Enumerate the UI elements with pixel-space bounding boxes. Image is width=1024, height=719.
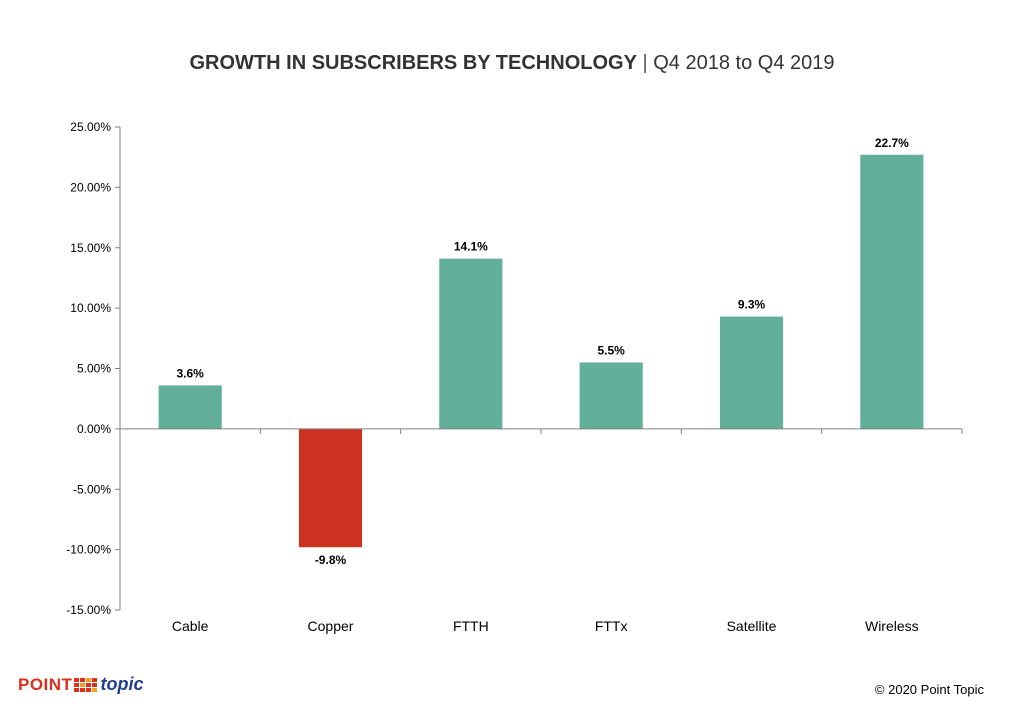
- x-category-label: Wireless: [865, 618, 919, 634]
- bar-wireless: [860, 154, 924, 429]
- bar-cable: [158, 385, 222, 429]
- data-label-wireless: 22.7%: [875, 136, 909, 150]
- data-label-fttx: 5.5%: [597, 343, 625, 357]
- bars: 3.6% -9.8% 14.1% 5.5% 9.3% 22.7%: [158, 136, 924, 567]
- x-category-label: Satellite: [727, 618, 777, 634]
- y-tick-label: -15.00%: [66, 603, 111, 617]
- point-topic-logo: POINT topic: [18, 674, 143, 695]
- chart-title-subtitle: Q4 2018 to Q4 2019: [653, 52, 835, 74]
- y-axis: 25.00% 20.00% 15.00% 10.00% 5.00% 0.00% -5.00%…: [66, 120, 121, 617]
- x-category-label: FTTx: [595, 618, 628, 634]
- chart-title-separator: |: [642, 52, 648, 74]
- y-tick-label: 15.00%: [70, 241, 111, 255]
- y-tick-label: 0.00%: [77, 422, 111, 436]
- logo-topic-text: topic: [100, 674, 144, 694]
- y-tick-label: 25.00%: [70, 120, 111, 134]
- data-label-copper: -9.8%: [315, 553, 347, 567]
- data-label-cable: 3.6%: [176, 366, 204, 380]
- chart-title-main: GROWTH IN SUBSCRIBERS BY TECHNOLOGY: [189, 52, 637, 74]
- x-axis: Cable Copper FTTH FTTx Satellite Wireless: [119, 428, 963, 634]
- logo-grid-icon: [74, 677, 98, 692]
- x-category-label: FTTH: [453, 618, 489, 634]
- bar-satellite: [719, 316, 784, 429]
- data-label-ftth: 14.1%: [454, 240, 488, 254]
- y-tick-label: 10.00%: [70, 301, 111, 315]
- chart-title: GROWTH IN SUBSCRIBERS BY TECHNOLOGY | Q4…: [0, 52, 1024, 75]
- y-tick-label: 20.00%: [70, 180, 111, 194]
- bar-copper: [298, 428, 363, 548]
- logo-point-text: POINT: [18, 674, 73, 694]
- data-label-satellite: 9.3%: [738, 298, 766, 312]
- y-tick-label: -5.00%: [73, 482, 111, 496]
- bar-fttx: [579, 362, 643, 429]
- bar-ftth: [439, 258, 503, 429]
- x-category-label: Copper: [308, 618, 354, 634]
- x-category-label: Cable: [172, 618, 209, 634]
- y-tick-label: 5.00%: [77, 362, 111, 376]
- y-tick-label: -10.00%: [66, 543, 111, 557]
- copyright-notice: © 2020 Point Topic: [874, 682, 984, 697]
